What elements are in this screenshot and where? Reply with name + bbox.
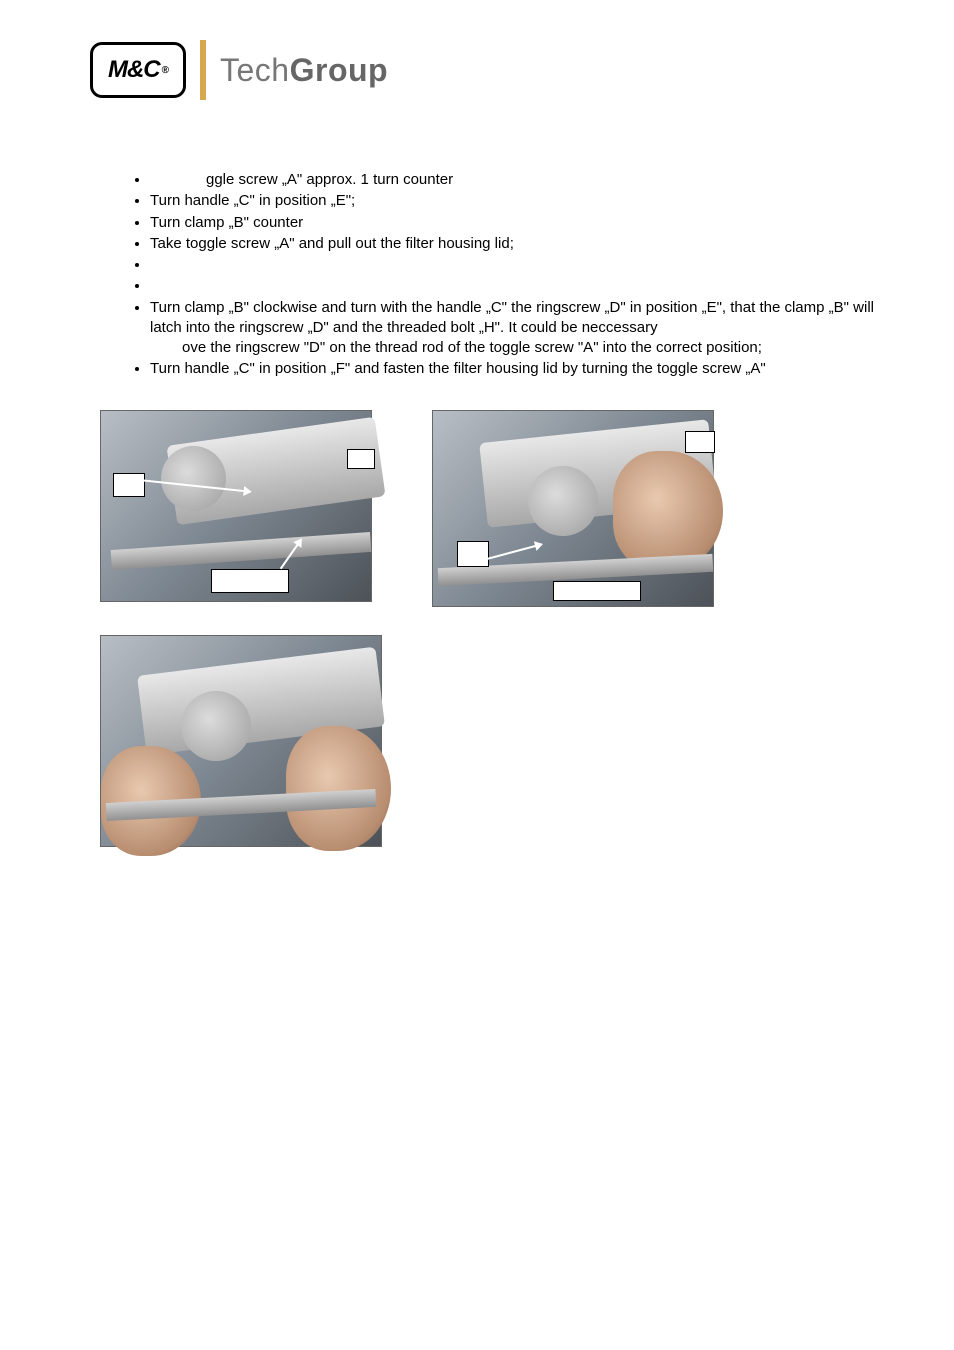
list-item: Turn clamp „B" counter <box>150 213 884 233</box>
label-box <box>347 449 375 469</box>
list-item: Take toggle screw „A" and pull out the f… <box>150 234 884 254</box>
list-item-text: ggle screw „A" approx. 1 turn counter <box>150 170 453 190</box>
housing-cap-icon <box>528 466 598 536</box>
mc-badge: M&C® <box>90 42 186 98</box>
list-item-text: ove the ringscrew "D" on the thread rod … <box>150 338 874 358</box>
brand-text: TechGroup <box>220 52 388 89</box>
figure-row-1 <box>100 410 884 607</box>
list-item: ggle screw „A" approx. 1 turn counter <box>150 170 884 190</box>
header-logo: M&C® TechGroup <box>90 40 884 100</box>
figure-3 <box>100 635 382 847</box>
brand-left: Tech <box>220 52 290 88</box>
vertical-bar-icon <box>200 40 206 100</box>
instruction-list: ggle screw „A" approx. 1 turn counterTur… <box>90 170 884 380</box>
housing-cap-icon <box>181 691 251 761</box>
label-box <box>553 581 641 601</box>
registered-icon: ® <box>162 65 168 76</box>
list-item: Turn handle „C" in position „F" and fast… <box>150 359 884 379</box>
figure-2 <box>432 410 714 607</box>
figure-1 <box>100 410 372 602</box>
label-box <box>113 473 145 497</box>
list-item: Turn handle „C" in position „E"; <box>150 191 884 211</box>
label-box <box>211 569 289 593</box>
list-item <box>150 255 884 275</box>
badge-text: M&C <box>108 56 160 84</box>
brand-right: Group <box>290 52 388 88</box>
list-item: Turn clamp „B" clockwise and turn with t… <box>150 298 884 359</box>
hand-icon <box>613 451 723 571</box>
list-item <box>150 276 884 296</box>
label-box <box>685 431 715 453</box>
label-box <box>457 541 489 567</box>
housing-cap-icon <box>161 446 226 511</box>
page: M&C® TechGroup ggle screw „A" approx. 1 … <box>0 0 954 1350</box>
